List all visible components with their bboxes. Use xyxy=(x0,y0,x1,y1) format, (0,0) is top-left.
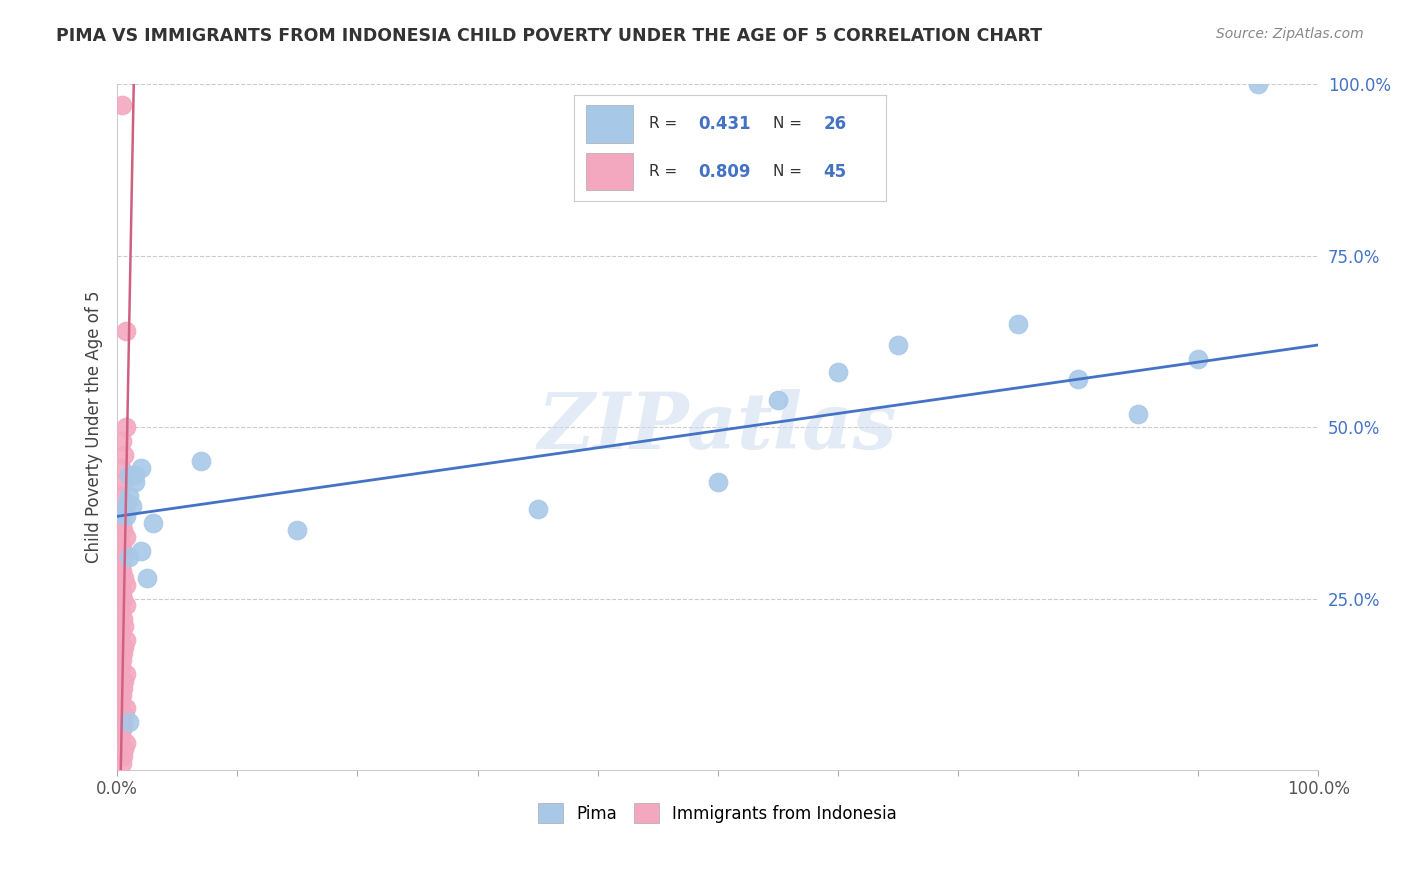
Point xyxy=(1007,318,1029,332)
Point xyxy=(129,461,152,475)
Point xyxy=(110,461,132,475)
Point xyxy=(112,591,135,606)
Point xyxy=(112,550,135,565)
Point xyxy=(114,578,136,592)
Point xyxy=(112,749,135,764)
Point xyxy=(110,558,132,572)
Point xyxy=(136,571,159,585)
Point xyxy=(110,729,132,743)
Point xyxy=(111,98,134,112)
Text: PIMA VS IMMIGRANTS FROM INDONESIA CHILD POVERTY UNDER THE AGE OF 5 CORRELATION C: PIMA VS IMMIGRANTS FROM INDONESIA CHILD … xyxy=(56,27,1042,45)
Point xyxy=(706,475,728,489)
Point xyxy=(118,714,141,729)
Y-axis label: Child Poverty Under the Age of 5: Child Poverty Under the Age of 5 xyxy=(86,291,103,564)
Point xyxy=(887,338,910,352)
Point xyxy=(121,499,143,513)
Point xyxy=(111,584,134,599)
Point xyxy=(114,509,136,524)
Point xyxy=(114,530,136,544)
Point xyxy=(112,640,135,654)
Point xyxy=(111,564,134,578)
Point xyxy=(111,688,134,702)
Point xyxy=(114,420,136,434)
Point xyxy=(1126,407,1149,421)
Point xyxy=(118,468,141,483)
Text: Source: ZipAtlas.com: Source: ZipAtlas.com xyxy=(1216,27,1364,41)
Point xyxy=(112,475,135,489)
Point xyxy=(111,434,134,448)
Point xyxy=(110,537,132,551)
Point xyxy=(112,742,135,756)
Point xyxy=(111,516,134,531)
Point xyxy=(1187,351,1209,366)
Point xyxy=(111,722,134,736)
Point xyxy=(110,489,132,503)
Point xyxy=(766,392,789,407)
Point xyxy=(112,523,135,537)
Point xyxy=(112,714,135,729)
Point xyxy=(110,605,132,619)
Point xyxy=(112,448,135,462)
Point xyxy=(526,502,548,516)
Point xyxy=(112,619,135,633)
Point xyxy=(112,506,135,520)
Point xyxy=(142,516,165,531)
Point xyxy=(114,599,136,613)
Point xyxy=(1067,372,1090,386)
Point xyxy=(118,489,141,503)
Point xyxy=(114,632,136,647)
Point xyxy=(110,660,132,674)
Point xyxy=(110,626,132,640)
Point xyxy=(827,365,849,379)
Point xyxy=(110,694,132,708)
Point xyxy=(114,324,136,338)
Point xyxy=(190,454,212,468)
Point xyxy=(115,495,138,509)
Point xyxy=(114,667,136,681)
Point xyxy=(112,647,135,661)
Point xyxy=(118,550,141,565)
Point xyxy=(112,543,135,558)
Point xyxy=(1247,78,1270,92)
Point xyxy=(112,681,135,695)
Point xyxy=(112,571,135,585)
Point xyxy=(112,502,135,516)
Point xyxy=(114,701,136,715)
Point xyxy=(129,543,152,558)
Point xyxy=(112,673,135,688)
Point xyxy=(111,653,134,667)
Point xyxy=(124,468,146,483)
Point xyxy=(111,756,134,771)
Point xyxy=(112,612,135,626)
Point xyxy=(285,523,308,537)
Point xyxy=(112,708,135,723)
Text: ZIPatlas: ZIPatlas xyxy=(538,389,897,466)
Legend: Pima, Immigrants from Indonesia: Pima, Immigrants from Indonesia xyxy=(538,803,897,823)
Point xyxy=(114,735,136,749)
Point xyxy=(124,475,146,489)
